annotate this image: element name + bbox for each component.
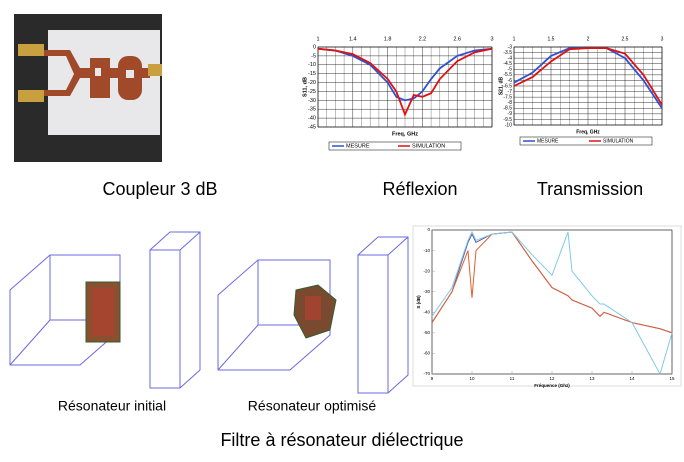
y-tick-label: -50 [423, 330, 430, 335]
x-tick-label: 2.2 [419, 36, 427, 42]
x-tick-label: 13 [589, 376, 595, 381]
y-tick-label: -35 [308, 107, 316, 113]
y-axis-label: S11, dB [302, 77, 308, 97]
x-tick-label: 1 [513, 36, 516, 42]
x-tick-label: 3 [661, 36, 664, 42]
x-axis-label: Freq, GHz [392, 131, 418, 137]
x-axis-label: Freq, GHz [576, 129, 600, 135]
y-tick-label: 0 [313, 44, 316, 50]
x-tick-label: 14 [629, 376, 635, 381]
y-tick-label: -30 [423, 289, 430, 294]
legend-label: MESURE [537, 138, 559, 144]
x-tick-label: 1.5 [548, 36, 555, 42]
caption: Transmission [537, 179, 643, 199]
y-tick-label: -20 [423, 268, 430, 273]
x-tick-label: 1 [316, 36, 319, 42]
x-tick-label: 12 [549, 376, 555, 381]
y-tick-label: -25 [308, 89, 316, 95]
coupler-photo [14, 14, 162, 162]
caption: Résonateur initial [58, 398, 166, 414]
figure: Coupleur 3 dB Réflexion Transmission Rés… [0, 0, 684, 457]
y-tick-label: -70 [423, 371, 430, 376]
y-tick-label: -40 [308, 116, 316, 122]
legend-label: SIMULATION [603, 138, 634, 144]
x-tick-label: 2 [587, 36, 590, 42]
caption: Réflexion [382, 179, 457, 199]
x-tick-label: 1.4 [349, 36, 357, 42]
y-tick-label: -10 [308, 62, 316, 68]
y-tick-label: -45 [308, 124, 316, 130]
y-axis-label: S21, dB [498, 76, 504, 95]
y-tick-label: -30 [308, 98, 316, 104]
y-tick-label: -60 [423, 351, 430, 356]
legend-label: SIMULATION [412, 143, 445, 149]
caption: Résonateur optimisé [248, 398, 377, 414]
legend-label: MESURE [346, 143, 370, 149]
x-tick-label: 15 [669, 376, 675, 381]
y-tick-label: -5 [311, 53, 316, 59]
y-tick-label: -10 [423, 248, 430, 253]
x-tick-label: 11 [510, 376, 515, 381]
x-axis-label: Fréquence (Ghz) [534, 383, 570, 388]
x-tick-label: 2.5 [622, 36, 629, 42]
x-tick-label: 10 [469, 376, 475, 381]
caption: Coupleur 3 dB [102, 179, 217, 199]
x-tick-label: 3 [490, 36, 493, 42]
x-tick-label: 2.6 [453, 36, 461, 42]
resonator-optimized [218, 237, 408, 393]
caption: Filtre à résonateur diélectrique [220, 430, 463, 450]
y-axis-label: S (dB) [416, 295, 421, 309]
y-tick-label: -10 [505, 122, 512, 128]
resonator-initial [10, 232, 200, 388]
y-tick-label: -20 [308, 80, 316, 86]
y-tick-label: -15 [308, 71, 316, 77]
x-tick-label: 1.8 [384, 36, 392, 42]
y-tick-label: -40 [423, 309, 430, 314]
